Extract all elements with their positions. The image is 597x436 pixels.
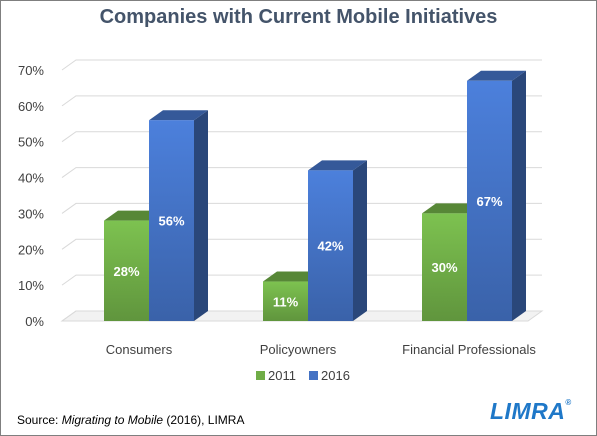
data-label: 30% bbox=[431, 260, 457, 275]
chart-title: Companies with Current Mobile Initiative… bbox=[99, 6, 498, 28]
data-label: 42% bbox=[317, 239, 343, 254]
source-suffix: (2016), LIMRA bbox=[163, 413, 245, 427]
gridline bbox=[61, 167, 542, 178]
bar-side bbox=[353, 160, 367, 321]
data-label: 28% bbox=[113, 264, 139, 279]
legend-label: 2016 bbox=[321, 368, 350, 383]
y-tick-label: 0% bbox=[25, 314, 44, 329]
data-label: 56% bbox=[158, 214, 184, 229]
x-tick-label: Financial Professionals bbox=[402, 342, 536, 357]
bar-top bbox=[149, 110, 208, 121]
bar-side bbox=[512, 70, 526, 321]
x-tick-label: Policyowners bbox=[260, 342, 337, 357]
bar-2011-2 bbox=[422, 213, 467, 321]
gridline bbox=[61, 95, 542, 107]
gridline bbox=[61, 274, 542, 286]
bar-2011-0 bbox=[104, 220, 149, 321]
bar-2011-1 bbox=[263, 281, 308, 321]
y-tick-label: 10% bbox=[18, 278, 44, 293]
y-tick-label: 40% bbox=[18, 171, 44, 186]
bar-top bbox=[104, 210, 163, 221]
bar-side bbox=[194, 110, 208, 321]
bar-top bbox=[467, 70, 526, 81]
bar-top bbox=[308, 160, 367, 171]
gridline bbox=[61, 59, 542, 71]
legend-label: 2011 bbox=[268, 368, 296, 383]
logo-registered-mark: ® bbox=[565, 398, 572, 407]
bar-top bbox=[422, 203, 481, 214]
legend-swatch bbox=[256, 371, 265, 380]
gridline bbox=[61, 202, 542, 214]
y-tick-label: 30% bbox=[18, 206, 44, 221]
limra-logo: LIMRA® bbox=[490, 398, 572, 425]
source-prefix: Source: bbox=[17, 413, 62, 427]
gridline bbox=[61, 131, 542, 143]
source-title: Migrating to Mobile bbox=[61, 413, 164, 427]
logo-text: LIMRA bbox=[490, 398, 566, 424]
gridline bbox=[61, 310, 542, 322]
data-label: 11% bbox=[273, 294, 299, 309]
y-tick-label: 20% bbox=[18, 242, 44, 257]
y-tick-label: 70% bbox=[18, 63, 44, 78]
source-note: Source: Migrating to Mobile (2016), LIMR… bbox=[17, 413, 244, 427]
y-tick-label: 60% bbox=[18, 99, 44, 114]
gridline bbox=[61, 238, 542, 250]
x-tick-label: Consumers bbox=[106, 342, 173, 357]
data-label: 67% bbox=[476, 194, 502, 209]
bar-top bbox=[263, 271, 322, 282]
legend-swatch bbox=[309, 371, 318, 380]
y-tick-label: 50% bbox=[18, 135, 44, 150]
bar-2016-0 bbox=[149, 120, 194, 321]
bar-2016-1 bbox=[308, 170, 353, 321]
bar-2016-2 bbox=[467, 80, 512, 321]
